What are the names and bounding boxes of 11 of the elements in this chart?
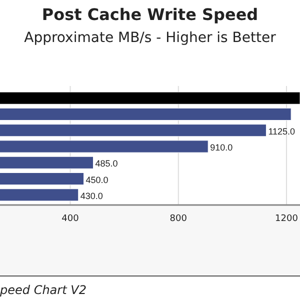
x-tick-label: 800: [170, 214, 188, 224]
data-label: 1125.0: [268, 126, 296, 136]
chart-title: Post Cache Write Speed: [42, 5, 258, 24]
data-label: 430.0: [80, 190, 103, 201]
data-label: 485.0: [95, 158, 118, 169]
text: peed Chart V2: [0, 283, 86, 297]
x-tick-label: 400: [62, 214, 80, 224]
data-label: 910.0: [210, 142, 233, 152]
data-label: 450.0: [86, 174, 108, 185]
chart-subtitle: Approximate MB/s - Higher is Better: [24, 30, 276, 46]
x-tick-label: 1200: [275, 214, 298, 224]
